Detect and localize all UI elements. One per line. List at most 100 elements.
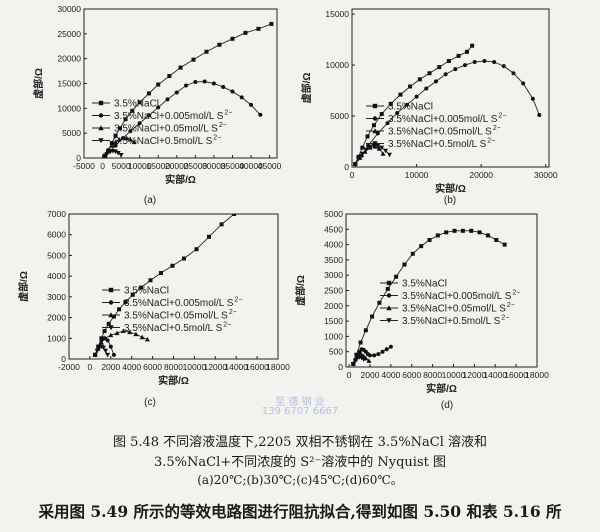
x-tick-label: 18000 (525, 370, 549, 380)
x-tick-label: 35000 (221, 161, 245, 171)
y-tick-label: 5000 (330, 111, 349, 121)
x-tick-label: 8000 (164, 362, 183, 372)
x-tick-label: 45000 (258, 161, 282, 171)
data-point (113, 133, 118, 138)
data-point (379, 145, 385, 151)
data-point (380, 151, 386, 156)
legend-marker (372, 141, 378, 147)
data-point (410, 251, 415, 256)
data-point (358, 340, 363, 345)
legend-marker (386, 293, 392, 298)
data-point (94, 348, 100, 354)
data-point (102, 154, 108, 158)
data-point (469, 228, 474, 233)
panel-label: (a) (144, 195, 156, 206)
x-tick-label: 10000 (405, 170, 429, 180)
x-tick-label: 16000 (504, 370, 528, 380)
x-axis-title: 实部/Ω (426, 382, 457, 395)
data-point (380, 349, 385, 354)
data-point (156, 105, 161, 110)
data-point (103, 335, 109, 341)
data-point (204, 49, 209, 54)
x-tick-label: 18000 (266, 362, 290, 372)
legend-label: 3.5%NaCl+0.5mol/L S (402, 316, 501, 327)
data-point (100, 345, 106, 351)
x-tick-label: 30000 (202, 161, 226, 171)
data-point (115, 151, 121, 156)
x-axis-title: 实部/Ω (158, 374, 189, 387)
data-point (137, 100, 142, 105)
data-point (123, 300, 128, 305)
data-point (359, 151, 365, 157)
series-group (92, 214, 237, 358)
x-tick-label: 6000 (402, 370, 421, 380)
data-point (127, 329, 133, 335)
data-point (194, 247, 199, 252)
panel-label: (b) (444, 195, 456, 206)
body-text-line: 采用图 5.49 所示的等效电路图进行阻抗拟合,得到如图 5.50 和表 5.1… (38, 502, 562, 521)
data-point (482, 58, 487, 63)
data-point (404, 102, 409, 107)
legend-marker (98, 125, 104, 131)
x-tick-label: 25000 (184, 161, 208, 171)
data-point (158, 271, 163, 276)
data-point (361, 357, 367, 362)
data-point (492, 60, 497, 65)
legend-superscript: 2− (219, 122, 227, 129)
chart-panel: -2000 0 2000 4000 6000 8000 100001200014000160… (17, 209, 290, 408)
x-axis-title: 实部/Ω (165, 173, 196, 186)
data-point (111, 352, 116, 357)
x-tick-label: 2000 (101, 362, 120, 372)
figure-caption-line-3: (a)20℃;(b)30℃;(c)45℃;(d)60℃。 (197, 473, 403, 487)
x-tick-label: 40000 (239, 161, 263, 171)
data-point (120, 135, 126, 141)
legend-marker (372, 116, 378, 121)
legend-superscript: 2− (234, 297, 242, 304)
data-point (123, 117, 128, 122)
y-axis-title: 虚部/Ω (17, 271, 30, 302)
data-point (501, 64, 506, 69)
x-tick-label: 16000 (245, 362, 269, 372)
legend-marker (108, 312, 114, 318)
y-tick-label: 2000 (324, 301, 343, 311)
data-point (424, 86, 429, 91)
data-point (366, 358, 372, 363)
y-tick-label: 0 (76, 153, 81, 163)
y-tick-label: 5000 (62, 128, 81, 138)
legend-marker (386, 305, 392, 311)
data-point (107, 150, 113, 155)
x-tick-label: 4000 (381, 370, 400, 380)
legend-marker (386, 318, 392, 324)
data-point (460, 228, 465, 233)
x-tick-label: 14000 (483, 370, 507, 380)
x-tick-label: 20000 (469, 170, 493, 180)
x-tick-label: 5000 (112, 161, 131, 171)
data-point (363, 328, 368, 333)
data-point (178, 65, 183, 70)
data-point (269, 21, 274, 26)
x-tick-label: 14000 (224, 362, 248, 372)
y-tick-label: 3500 (324, 255, 343, 265)
data-point (113, 139, 119, 145)
x-tick-label: -2000 (58, 362, 80, 372)
series-group (102, 21, 274, 158)
data-point (137, 121, 142, 126)
y-tick-label: 500 (329, 347, 343, 357)
data-point (402, 262, 407, 267)
data-point (146, 91, 151, 96)
legend-marker (108, 287, 114, 293)
data-point (111, 314, 116, 319)
data-point (427, 71, 432, 76)
y-tick-label: 2000 (47, 313, 66, 323)
legend-superscript: 2− (224, 110, 232, 117)
data-point (379, 111, 384, 116)
data-point (127, 137, 133, 142)
data-point (148, 278, 153, 283)
x-tick-label: 15000 (146, 161, 170, 171)
y-tick-label: 5000 (47, 250, 66, 260)
x-tick-label: 0 (350, 170, 355, 180)
data-point (375, 143, 381, 149)
data-point (258, 112, 263, 117)
data-point (437, 65, 442, 70)
